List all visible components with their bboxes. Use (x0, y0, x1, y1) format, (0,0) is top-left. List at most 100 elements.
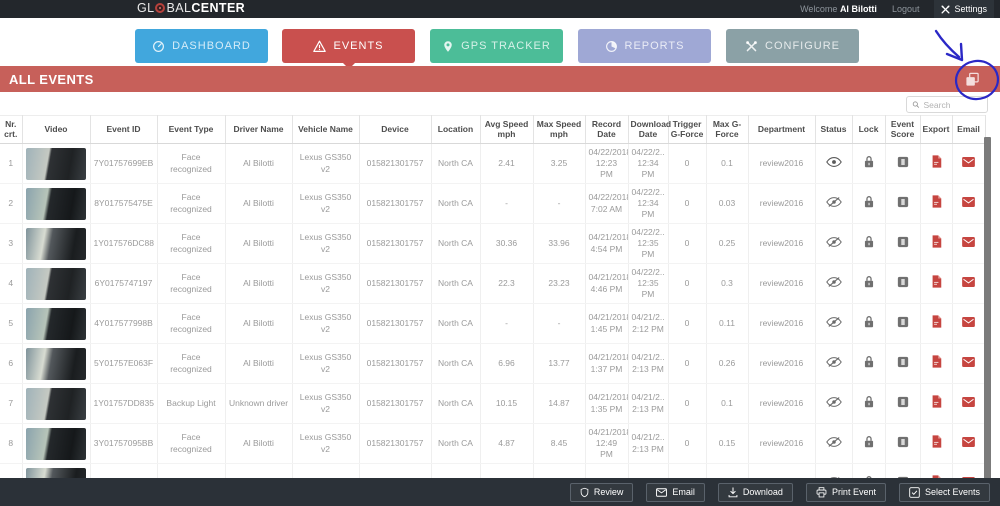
video-thumbnail[interactable] (26, 347, 86, 380)
record-date-cell: 04/22/2018 12:23 PM (585, 143, 629, 184)
department-cell: review2016 (748, 183, 816, 224)
col-header-driver-name[interactable]: Driver Name (225, 115, 293, 144)
lock-icon[interactable] (863, 275, 875, 291)
eye-slash-icon[interactable] (825, 397, 842, 410)
video-thumbnail[interactable] (26, 187, 86, 220)
event-score-icon[interactable] (897, 156, 909, 171)
print-event-button[interactable]: Print Event (805, 482, 886, 502)
video-thumbnail[interactable] (26, 267, 86, 300)
department-cell: review2016 (748, 143, 816, 184)
table-row[interactable]: 1 7Y01757699EB Face recognized Al Bilott… (0, 143, 986, 184)
export-pdf-icon[interactable] (931, 355, 942, 371)
eye-slash-icon[interactable] (825, 357, 842, 370)
email-icon[interactable] (962, 196, 975, 210)
video-thumbnail[interactable] (26, 387, 86, 420)
tab-gps-tracker[interactable]: GPS TRACKER (430, 29, 563, 63)
email-icon[interactable] (962, 436, 975, 450)
table-row[interactable]: 4 6Y0175747197 Face recognized Al Bilott… (0, 263, 986, 304)
video-thumbnail[interactable] (26, 227, 86, 260)
col-header-download-date[interactable]: Download Date (628, 115, 671, 144)
location-cell: North CA (431, 263, 481, 304)
col-header-max-gforce[interactable]: Max G-Force (706, 115, 749, 144)
lock-icon[interactable] (863, 155, 875, 171)
col-header-nr[interactable]: Nr. crt. (0, 115, 23, 144)
email-icon[interactable] (962, 236, 975, 250)
lock-icon[interactable] (863, 235, 875, 251)
vertical-scrollbar[interactable] (984, 137, 991, 480)
event-score-icon[interactable] (897, 236, 909, 251)
col-header-video[interactable]: Video (22, 115, 91, 144)
export-pdf-icon[interactable] (931, 195, 942, 211)
export-pdf-icon[interactable] (931, 395, 942, 411)
event-score-icon[interactable] (897, 436, 909, 451)
col-header-vehicle-name[interactable]: Vehicle Name (292, 115, 360, 144)
select-events-button[interactable]: Select Events (898, 482, 990, 502)
col-header-location[interactable]: Location (431, 115, 481, 144)
table-row[interactable]: 7 1Y01757DD835 Backup Light Unknown driv… (0, 383, 986, 424)
lock-icon[interactable] (863, 195, 875, 211)
tab-events[interactable]: EVENTS (282, 29, 415, 69)
event-score-icon[interactable] (897, 276, 909, 291)
video-cell (22, 383, 91, 424)
email-icon[interactable] (962, 356, 975, 370)
logout-link[interactable]: Logout (891, 4, 920, 14)
row-number-cell: 3 (0, 223, 23, 264)
col-header-event-type[interactable]: Event Type (157, 115, 226, 144)
eye-slash-icon[interactable] (825, 237, 842, 250)
tab-configure[interactable]: CONFIGURE (726, 29, 859, 63)
tab-reports[interactable]: REPORTS (578, 29, 711, 63)
tab-dashboard[interactable]: DASHBOARD (135, 29, 268, 63)
col-header-lock[interactable]: Lock (852, 115, 886, 144)
col-header-status[interactable]: Status (815, 115, 853, 144)
table-row[interactable]: 2 8Y017575475E Face recognized Al Bilott… (0, 183, 986, 224)
email-icon[interactable] (962, 396, 975, 410)
email-button[interactable]: Email (646, 482, 705, 502)
export-pdf-icon[interactable] (931, 275, 942, 291)
vehicle-name-cell: Lexus GS350 v2 (292, 183, 360, 224)
col-header-device[interactable]: Device (359, 115, 432, 144)
col-header-avg-speed[interactable]: Avg Speed mph (480, 115, 534, 144)
download-button[interactable]: Download (717, 482, 793, 502)
col-header-email[interactable]: Email (952, 115, 986, 144)
review-button[interactable]: Review (569, 482, 634, 502)
col-header-event-score[interactable]: Event Score (885, 115, 921, 144)
video-thumbnail[interactable] (26, 427, 86, 460)
lock-icon[interactable] (863, 435, 875, 451)
topbar: GL BAL CENTER Welcome Al Bilotti Logout Se… (0, 0, 1000, 18)
video-thumbnail[interactable] (26, 147, 86, 180)
event-id-cell: 4Y017577998B (90, 303, 158, 344)
table-row[interactable]: 5 4Y017577998B Face recognized Al Bilott… (0, 303, 986, 344)
col-header-max-speed[interactable]: Max Speed mph (533, 115, 586, 144)
email-icon[interactable] (962, 156, 975, 170)
export-pdf-icon[interactable] (931, 235, 942, 251)
copy-events-icon[interactable] (965, 72, 980, 87)
table-row[interactable]: 8 3Y01757095BB Face recognized Al Bilott… (0, 423, 986, 464)
export-pdf-icon[interactable] (931, 435, 942, 451)
lock-icon[interactable] (863, 315, 875, 331)
eye-slash-icon[interactable] (825, 317, 842, 330)
email-icon[interactable] (962, 316, 975, 330)
event-score-icon[interactable] (897, 396, 909, 411)
video-thumbnail[interactable] (26, 307, 86, 340)
settings-button[interactable]: Settings (934, 0, 994, 18)
eye-slash-icon[interactable] (825, 437, 842, 450)
col-header-event-id[interactable]: Event ID (90, 115, 158, 144)
lock-icon[interactable] (863, 395, 875, 411)
email-icon[interactable] (962, 276, 975, 290)
eye-slash-icon[interactable] (825, 197, 842, 210)
export-pdf-icon[interactable] (931, 315, 942, 331)
event-score-icon[interactable] (897, 316, 909, 331)
export-pdf-icon[interactable] (931, 155, 942, 171)
eye-icon[interactable] (825, 157, 842, 170)
col-header-trigger-gforce[interactable]: Trigger G-Force (668, 115, 707, 144)
lock-icon[interactable] (863, 355, 875, 371)
event-score-icon[interactable] (897, 356, 909, 371)
col-header-export[interactable]: Export (920, 115, 953, 144)
table-row[interactable]: 3 1Y017576DC88 Face recognized Al Bilott… (0, 223, 986, 264)
table-row[interactable]: 6 5Y01757E063F Face recognized Al Bilott… (0, 343, 986, 384)
eye-slash-icon[interactable] (825, 277, 842, 290)
col-header-record-date[interactable]: Record Date (585, 115, 629, 144)
event-score-icon[interactable] (897, 196, 909, 211)
col-header-department[interactable]: Department (748, 115, 816, 144)
search-input[interactable] (923, 99, 982, 110)
